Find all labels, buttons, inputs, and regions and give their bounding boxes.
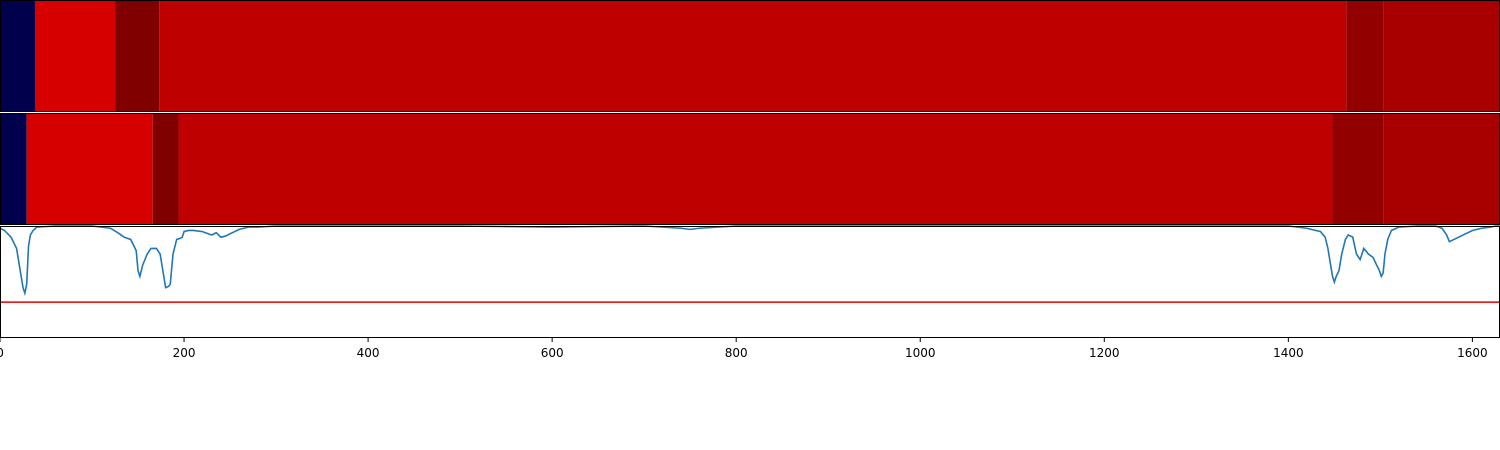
heatmap-segment (0, 0, 35, 112)
x-axis-tick-label: 800 (725, 346, 748, 360)
x-axis-tick-label: 200 (173, 346, 196, 360)
x-axis-tick-label: 0 (0, 346, 4, 360)
line-panel-background (0, 226, 1500, 338)
x-axis-tick-label: 400 (357, 346, 380, 360)
x-axis-tick-label: 1200 (1089, 346, 1120, 360)
x-axis-tick-label: 1600 (1457, 346, 1488, 360)
x-axis-tick-label: 600 (541, 346, 564, 360)
heatmap-row-1 (0, 0, 1500, 112)
heatmap-segment (26, 113, 153, 225)
heatmap-row-2 (0, 113, 1500, 225)
heatmap-segment (178, 113, 1333, 225)
x-axis-tick-label: 1000 (905, 346, 936, 360)
line-panel (0, 225, 1500, 338)
heatmap-segment (0, 113, 27, 225)
x-axis-tick-label: 1400 (1273, 346, 1304, 360)
heatmap-segment (1332, 113, 1384, 225)
heatmap-segment (34, 0, 116, 112)
heatmap-segment (152, 113, 179, 225)
heatmap-segment (1383, 113, 1500, 225)
x-axis: 0 200 400 600 800 1000 1200 1400 1600 (0, 338, 1488, 360)
heatmap-segment (1383, 0, 1500, 112)
heatmap-segment (159, 0, 1347, 112)
heatmap-segment (115, 0, 160, 112)
heatmap-segment (1346, 0, 1384, 112)
